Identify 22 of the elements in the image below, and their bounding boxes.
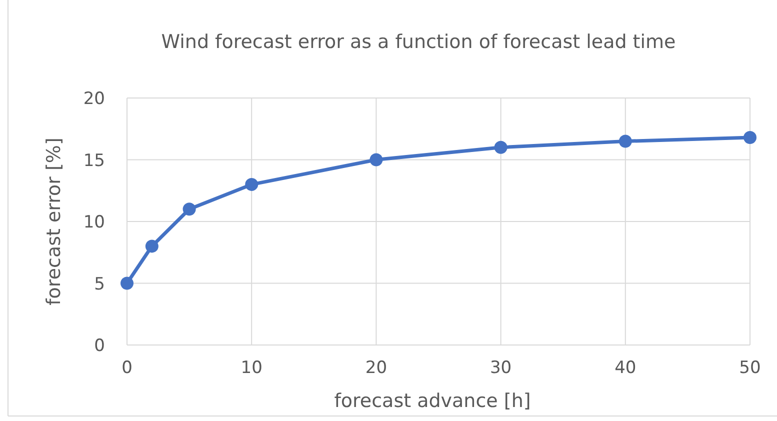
- x-tick-label: 40: [614, 358, 636, 378]
- y-tick-label: 20: [83, 89, 105, 109]
- x-tick-label: 20: [365, 358, 388, 378]
- chart-title: Wind forecast error as a function of forecast lead time: [161, 31, 676, 53]
- x-tick-label: 50: [739, 358, 761, 378]
- point: [145, 240, 158, 253]
- y-tick-label: 10: [83, 212, 105, 232]
- y-tick-label: 5: [94, 274, 105, 294]
- x-tick-label: 30: [490, 358, 512, 378]
- x-tick-label: 10: [240, 358, 262, 378]
- point: [618, 134, 632, 148]
- point: [120, 276, 134, 290]
- y-tick-label: 0: [94, 336, 105, 356]
- x-axis-title: forecast advance [h]: [334, 390, 531, 412]
- point: [182, 202, 196, 216]
- point: [494, 140, 508, 154]
- x-tick-label: 0: [122, 358, 132, 378]
- y-tick-label: 15: [83, 150, 105, 171]
- point: [744, 131, 756, 144]
- point: [370, 153, 383, 166]
- point: [245, 178, 258, 191]
- y-axis-title: forecast error [%]: [43, 138, 65, 306]
